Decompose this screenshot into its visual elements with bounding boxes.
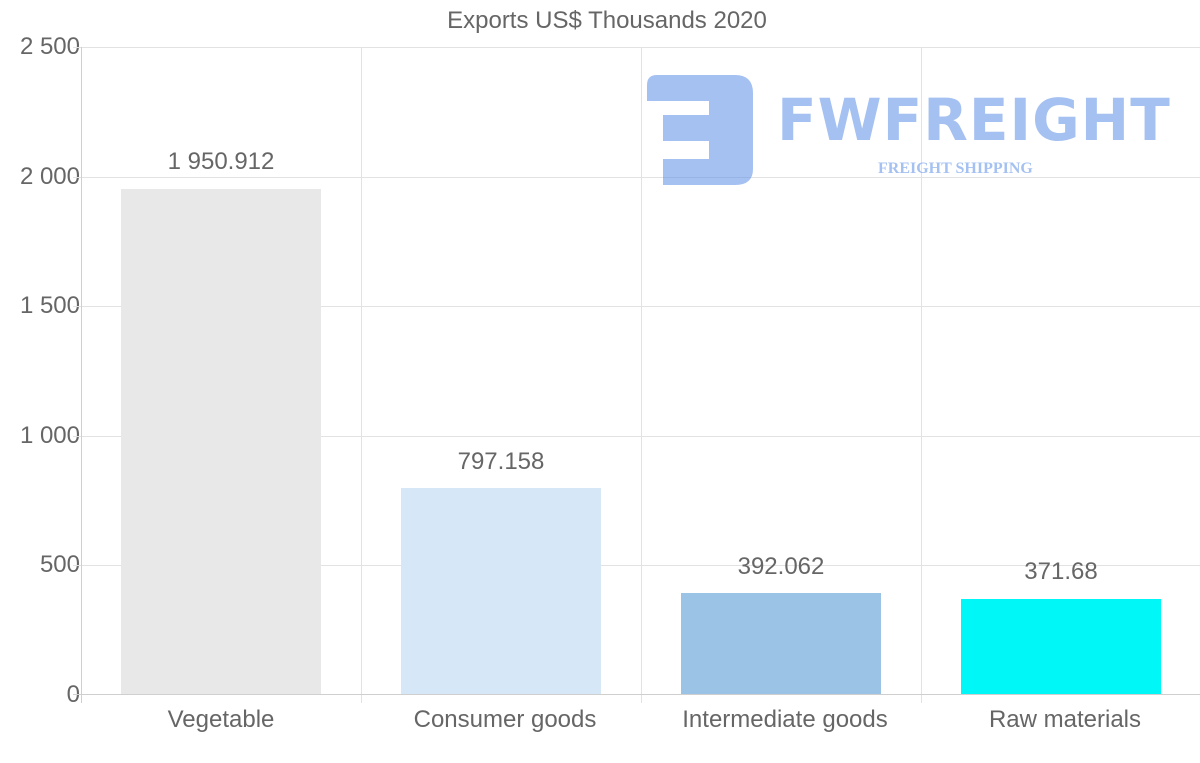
x-axis-line bbox=[73, 694, 1200, 695]
watermark-tagline: FREIGHT SHIPPING bbox=[878, 160, 1033, 177]
fwfreight-logo-icon bbox=[647, 75, 753, 185]
bar-value-label: 1 950.912 bbox=[167, 148, 275, 175]
bar-value-label: 797.158 bbox=[457, 448, 545, 475]
watermark: FWFREIGHT FREIGHT SHIPPING bbox=[645, 73, 1170, 188]
x-tick-label: Intermediate goods bbox=[682, 706, 888, 733]
y-tick-label: 0 bbox=[66, 681, 80, 708]
x-tick-label: Raw materials bbox=[988, 706, 1142, 733]
plot-area: 1 950.912 797.158 392.062 371.68 Vegetab… bbox=[73, 47, 1200, 733]
x-tick-label: Consumer goods bbox=[413, 706, 597, 733]
bar-value-label: 392.062 bbox=[737, 553, 825, 580]
x-tick-label: Vegetable bbox=[167, 706, 275, 733]
y-tick-label: 2 000 bbox=[19, 162, 80, 190]
bar-consumer-goods[interactable] bbox=[401, 488, 601, 695]
y-tick-label: 500 bbox=[39, 551, 80, 579]
gridline bbox=[921, 47, 922, 703]
gridline bbox=[73, 176, 1200, 178]
y-tick-label: 1 500 bbox=[19, 292, 80, 320]
gridline bbox=[361, 47, 362, 703]
bar-raw-materials[interactable] bbox=[961, 598, 1161, 695]
y-axis-line bbox=[81, 47, 82, 703]
bar-value-label: 371.68 bbox=[1024, 558, 1098, 585]
bar-vegetable[interactable] bbox=[121, 189, 321, 695]
gridline bbox=[73, 306, 1200, 308]
chart-title: Exports US$ Thousands 2020 bbox=[447, 7, 767, 34]
y-tick-label: 2 500 bbox=[19, 33, 80, 60]
gridline bbox=[73, 435, 1200, 437]
y-tick-label: 1 000 bbox=[19, 421, 80, 449]
gridline bbox=[73, 47, 1200, 48]
bar-intermediate-goods[interactable] bbox=[681, 593, 881, 695]
watermark-brand: FWFREIGHT bbox=[777, 86, 1171, 154]
gridline bbox=[73, 565, 1200, 567]
gridline bbox=[641, 47, 642, 703]
